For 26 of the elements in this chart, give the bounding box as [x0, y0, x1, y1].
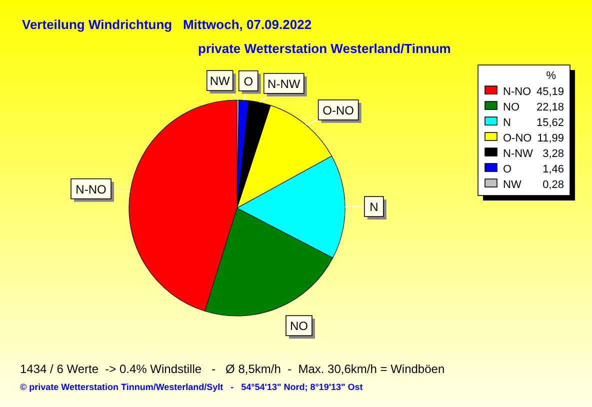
data-label: 3,28 — [542, 148, 564, 160]
slice-label: O-NO — [322, 103, 354, 118]
legend-label: N — [503, 117, 511, 129]
legend-label: NW — [503, 179, 522, 191]
text: © private Wetterstation Tinnum/Westerland/Sylt - 54°54'13" Nord; 8°19'13" Ost — [20, 382, 363, 392]
slice-label: N-NW — [268, 76, 301, 91]
legend-title: % — [546, 70, 556, 82]
chart-title: Verteilung Windrichtung Mittwoch, 07.09.2022 — [22, 17, 312, 32]
legend-label: O — [503, 164, 512, 176]
legend-label: N-NO — [503, 86, 532, 98]
slice-label: NO — [290, 319, 308, 334]
slice-label: N — [370, 200, 378, 214]
legend-label: O-NO — [503, 132, 532, 144]
data-label: 0,28 — [542, 179, 564, 191]
data-label: 22,18 — [536, 102, 564, 114]
text: 1434 / 6 Werte -> 0.4% Windstille - Ø 8,5km/h - Max. 30,6km/h = Windböen — [20, 362, 445, 376]
slice-label: O — [244, 74, 254, 88]
data-label: 1,46 — [542, 164, 564, 176]
chart-subtitle: private Wetterstation Westerland/Tinnum — [198, 41, 451, 56]
legend-label: NO — [503, 102, 520, 114]
slice-label: NW — [210, 74, 231, 88]
data-label: 11,99 — [537, 132, 564, 144]
data-label: 45,19 — [536, 86, 564, 98]
slice-label: N-NO — [76, 182, 106, 196]
data-label: 15,62 — [536, 117, 564, 129]
legend-label: N-NW — [503, 148, 534, 160]
